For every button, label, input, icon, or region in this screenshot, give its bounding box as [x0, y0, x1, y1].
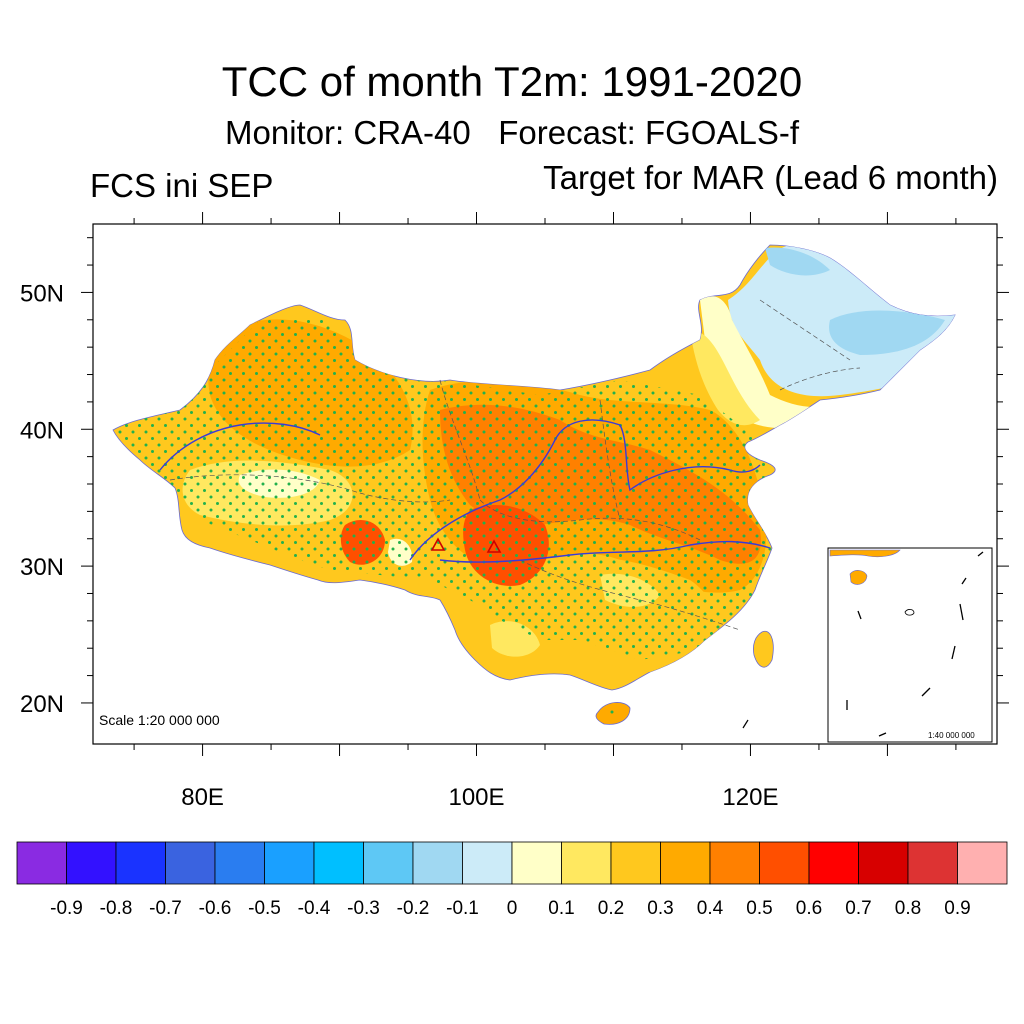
- colorbar-label: 0.4: [697, 898, 724, 919]
- inset-dashes: [846, 551, 984, 737]
- lat-tick-label: 20N: [20, 691, 64, 718]
- lon-tick-label: 100E: [448, 784, 504, 811]
- colorbar-label: -0.9: [50, 898, 83, 919]
- colorbar-label: 0.5: [746, 898, 772, 919]
- colorbar-swatch: [808, 841, 859, 885]
- colorbar-label: -0.2: [397, 898, 430, 919]
- inset-coast: [829, 549, 901, 558]
- colorbar-swatch: [858, 841, 909, 885]
- colorbar-label: 0: [507, 898, 518, 919]
- map-title: TCC of month T2m: 1991-2020: [221, 58, 803, 105]
- colorbar-swatch: [412, 841, 463, 885]
- light-yellow-band: [690, 330, 760, 426]
- main-dash-marker: [742, 719, 749, 729]
- northeast-blue-core: [829, 310, 945, 355]
- colorbar: [16, 841, 1008, 885]
- province-borders: [169, 299, 861, 631]
- hainan-stipple-dot: [610, 710, 614, 714]
- colorbar-label: -0.1: [446, 898, 479, 919]
- lat-tick-label: 40N: [20, 417, 64, 444]
- map-subtitle: Monitor: CRA-40 Forecast: FGOALS-f: [225, 114, 799, 151]
- axis-labels: 80E 100E 120E 50N 40N 30N 20N: [20, 280, 779, 811]
- lat-tick-label: 30N: [20, 554, 64, 581]
- inset-islands: [904, 609, 915, 616]
- init-label: FCS ini SEP: [90, 167, 274, 204]
- marker-triangle-1: [430, 537, 446, 551]
- marker-triangle-2: [486, 539, 502, 553]
- colorbar-swatch: [759, 841, 810, 885]
- colorbar-label: 0.2: [598, 898, 624, 919]
- colorbar-swatch: [462, 841, 513, 885]
- colorbar-swatch: [214, 841, 265, 885]
- colorbar-labels: -0.9 -0.8 -0.7 -0.6 -0.5 -0.4 -0.3 -0.2 -0.1 0 0.1…: [50, 898, 971, 919]
- northeast-top-blue: [765, 247, 830, 276]
- lon-tick-label: 80E: [181, 784, 224, 811]
- colorbar-label: 0.3: [647, 898, 673, 919]
- colorbar-swatch: [709, 841, 760, 885]
- colorbar-swatch: [66, 841, 117, 885]
- inset-map: 1:40 000 000: [827, 547, 993, 743]
- colorbar-swatch: [907, 841, 958, 885]
- correlation-fill: [113, 245, 955, 673]
- colorbar-label: -0.6: [199, 898, 232, 919]
- colorbar-label: -0.8: [100, 898, 133, 919]
- axis-ticks: [81, 212, 1009, 756]
- significance-stipple: [113, 320, 775, 660]
- lon-tick-label: 120E: [722, 784, 778, 811]
- inset-hainan: [849, 570, 868, 585]
- colorbar-label: -0.4: [298, 898, 331, 919]
- hainan-island: [595, 702, 631, 725]
- target-label: Target for MAR (Lead 6 month): [543, 159, 998, 196]
- colorbar-swatch: [313, 841, 364, 885]
- colorbar-label: -0.5: [248, 898, 281, 919]
- colorbar-label: -0.3: [347, 898, 380, 919]
- lat-tick-label: 50N: [20, 280, 64, 307]
- colorbar-swatch: [16, 841, 67, 885]
- colorbar-swatch: [610, 841, 661, 885]
- inset-scale-label: 1:40 000 000: [928, 731, 975, 740]
- colorbar-swatch: [957, 841, 1008, 885]
- colorbar-label: -0.7: [149, 898, 182, 919]
- taiwan-island: [753, 630, 774, 668]
- rivers: [159, 419, 771, 563]
- colorbar-swatch: [511, 841, 562, 885]
- colorbar-swatch: [660, 841, 711, 885]
- colorbar-label: 0.6: [796, 898, 822, 919]
- main-scale-label: Scale 1:20 000 000: [99, 712, 220, 728]
- colorbar-swatch: [363, 841, 414, 885]
- colorbar-swatch: [561, 841, 612, 885]
- colorbar-swatch: [264, 841, 315, 885]
- colorbar-label: 0.1: [548, 898, 574, 919]
- colorbar-swatch: [165, 841, 216, 885]
- colorbar-label: 0.9: [944, 898, 970, 919]
- colorbar-swatch: [115, 841, 166, 885]
- colorbar-label: 0.7: [845, 898, 871, 919]
- colorbar-label: 0.8: [895, 898, 921, 919]
